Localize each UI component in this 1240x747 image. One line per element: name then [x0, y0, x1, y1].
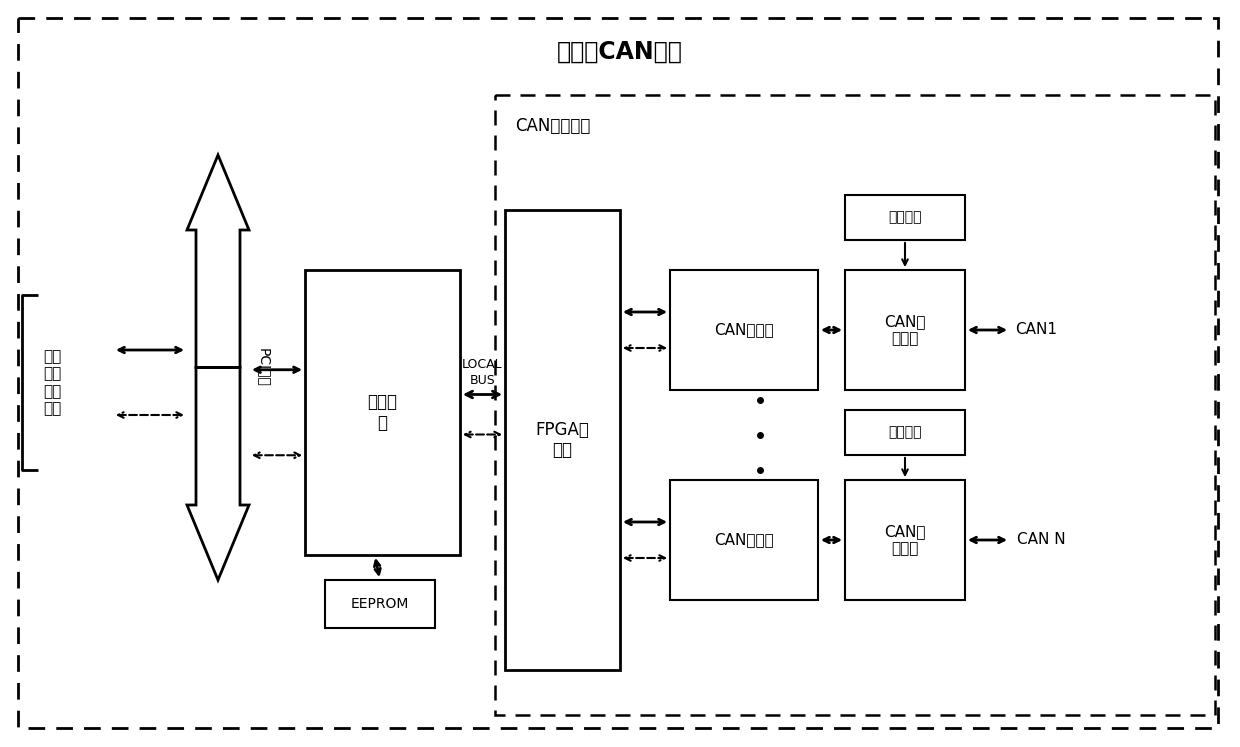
Bar	[844, 410, 965, 455]
Text: CAN隔
离收发: CAN隔 离收发	[884, 314, 926, 346]
Text: 主控模
块: 主控模 块	[367, 393, 398, 432]
Bar	[305, 270, 460, 555]
Text: 国产化CAN装置: 国产化CAN装置	[557, 40, 683, 64]
Text: 隔离电源: 隔离电源	[888, 426, 921, 439]
Bar	[495, 95, 1215, 715]
Text: 隔离电源: 隔离电源	[888, 211, 921, 225]
Text: CAN1: CAN1	[1016, 323, 1056, 338]
Text: LOCAL
BUS: LOCAL BUS	[463, 359, 502, 386]
Text: CAN链路模块: CAN链路模块	[515, 117, 590, 135]
Bar	[844, 270, 965, 390]
Text: 外部
程序
写入
设备: 外部 程序 写入 设备	[43, 349, 61, 416]
Bar	[844, 195, 965, 240]
Text: FPGA控
制器: FPGA控 制器	[536, 421, 589, 459]
Text: PCI总线: PCI总线	[255, 348, 270, 387]
Bar	[670, 480, 818, 600]
Bar	[505, 210, 620, 670]
Text: CAN控制器: CAN控制器	[714, 323, 774, 338]
Bar	[325, 580, 435, 628]
Text: CAN N: CAN N	[1017, 533, 1065, 548]
Bar	[844, 480, 965, 600]
Text: EEPROM: EEPROM	[351, 597, 409, 611]
Bar	[670, 270, 818, 390]
Text: CAN控制器: CAN控制器	[714, 533, 774, 548]
Text: CAN隔
离收发: CAN隔 离收发	[884, 524, 926, 557]
